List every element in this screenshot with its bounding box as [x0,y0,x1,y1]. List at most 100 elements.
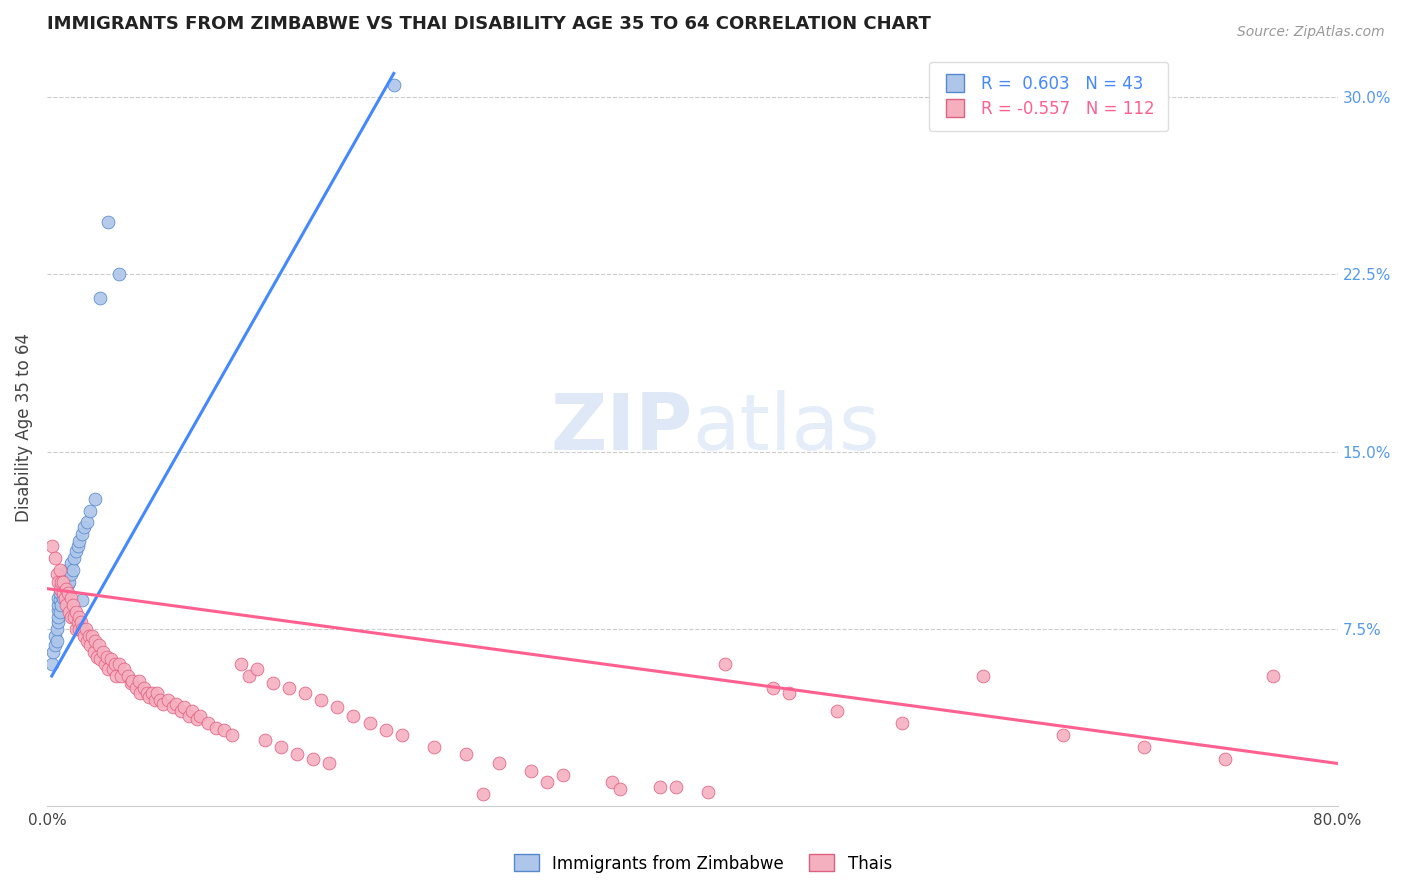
Point [44,629,66,643]
Point [46,574,69,589]
Point [62,598,84,612]
Point [55,567,77,582]
Point [73,629,96,643]
Point [49,605,72,619]
Point [49,563,72,577]
Point [89,652,111,666]
Point [51,582,73,596]
Point [488,756,510,771]
Point [170,705,193,719]
Legend: Immigrants from Zimbabwe, Thais: Immigrants from Zimbabwe, Thais [508,847,898,880]
Point [79,638,101,652]
Point [67,610,90,624]
Point [302,752,325,766]
Point [359,716,381,731]
Point [55,598,77,612]
Point [697,785,720,799]
Point [52,591,75,605]
Legend: R =  0.603   N = 43, R = -0.557   N = 112: R = 0.603 N = 43, R = -0.557 N = 112 [929,62,1168,131]
Point [162,699,184,714]
Point [73,520,96,534]
Point [120,676,142,690]
Point [294,685,316,699]
Point [46,603,69,617]
Point [423,739,446,754]
Point [76,516,98,530]
Point [382,78,405,93]
Point [309,692,332,706]
Point [173,699,195,714]
Point [778,685,800,699]
Point [49,593,72,607]
Point [891,716,914,731]
Point [186,712,208,726]
Point [141,685,163,699]
Point [112,662,135,676]
Point [609,782,631,797]
Point [76,633,98,648]
Point [65,622,87,636]
Point [108,657,131,672]
Point [553,768,575,782]
Point [456,747,478,761]
Point [45,622,67,636]
Point [665,780,688,794]
Y-axis label: Disability Age 35 to 64: Disability Age 35 to 64 [15,334,32,523]
Point [536,775,558,789]
Point [128,673,150,688]
Point [1133,739,1156,754]
Point [253,732,276,747]
Point [713,657,735,672]
Point [46,598,69,612]
Point [44,638,66,652]
Point [87,638,110,652]
Point [135,685,157,699]
Point [80,629,103,643]
Point [55,582,77,596]
Point [60,591,83,605]
Point [75,622,97,636]
Point [42,645,65,659]
Point [108,268,131,282]
Point [214,723,236,738]
Point [89,291,111,305]
Point [520,764,543,778]
Point [262,676,284,690]
Point [45,567,67,582]
Point [129,685,152,699]
Text: Source: ZipAtlas.com: Source: ZipAtlas.com [1237,25,1385,39]
Point [60,556,83,570]
Point [72,622,94,636]
Point [52,579,75,593]
Point [67,534,90,549]
Point [72,527,94,541]
Point [52,574,75,589]
Point [762,681,785,695]
Point [285,747,308,761]
Point [52,574,75,589]
Point [110,669,132,683]
Point [165,698,187,712]
Point [66,615,89,629]
Point [600,775,623,789]
Point [972,669,994,683]
Point [84,633,107,648]
Point [391,728,413,742]
Point [66,539,89,553]
Point [60,567,83,582]
Point [58,605,80,619]
Point [77,629,100,643]
Point [49,586,72,600]
Point [342,709,364,723]
Point [53,591,76,605]
Point [181,705,204,719]
Point [101,662,124,676]
Point [156,692,179,706]
Point [138,690,160,705]
Point [221,728,243,742]
Point [51,598,73,612]
Point [56,563,79,577]
Point [104,657,127,672]
Point [94,657,117,672]
Point [56,586,79,600]
